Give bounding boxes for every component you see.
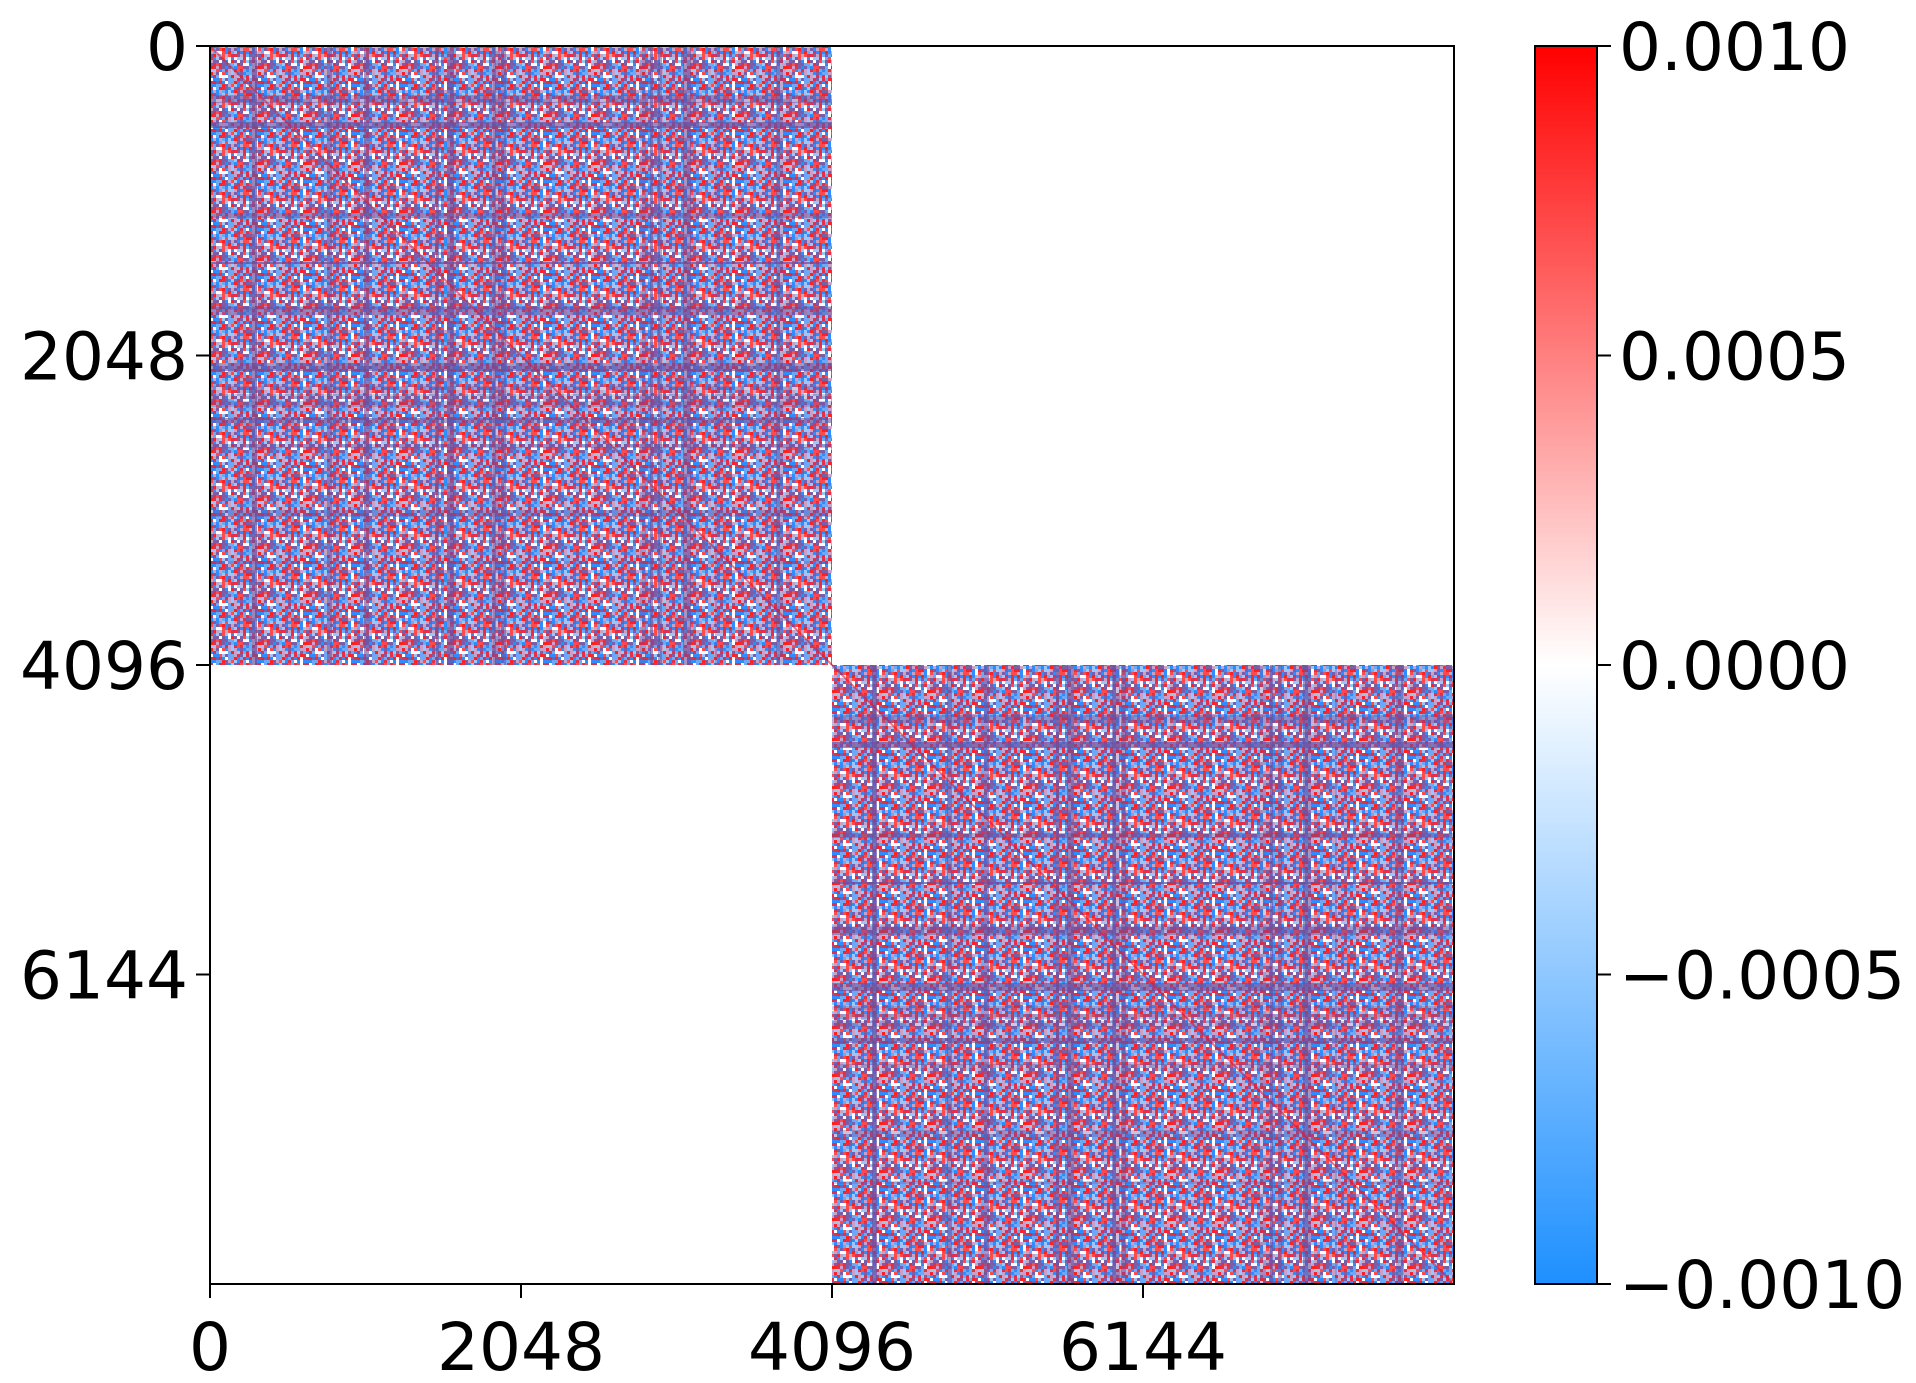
y-tick-label: 4096	[20, 628, 188, 705]
x-axis: 0 2048 4096 6144	[189, 1284, 1227, 1383]
colorbar-tick-label: 0.0010	[1619, 9, 1850, 86]
colorbar-tick-label: 0.0005	[1619, 319, 1850, 396]
heatmap-block-2	[831, 664, 1455, 1285]
y-tick-label: 6144	[20, 938, 188, 1015]
x-tick-label: 6144	[1059, 1309, 1227, 1383]
heatmap-block-1-diagonal	[209, 45, 833, 666]
colorbar-axis: 0.0010 0.0005 0.0000 −0.0005 −0.0010	[1597, 9, 1905, 1324]
y-tick-label: 2048	[20, 319, 188, 396]
heatmap-block-2-diagonal	[831, 664, 1455, 1285]
heatmap-block-1	[209, 45, 833, 666]
x-tick-label: 4096	[748, 1309, 916, 1383]
x-tick-label: 0	[189, 1309, 231, 1383]
colorbar-tick-label: −0.0005	[1619, 938, 1905, 1015]
colorbar-tick-label: 0.0000	[1619, 628, 1850, 705]
x-tick-label: 2048	[437, 1309, 605, 1383]
colorbar	[1534, 45, 1598, 1285]
colorbar-tick-label: −0.0010	[1619, 1247, 1905, 1324]
heatmap-blocks	[209, 45, 1455, 1285]
y-tick-label: 0	[146, 9, 188, 86]
y-axis: 0 2048 4096 6144	[20, 9, 210, 1015]
